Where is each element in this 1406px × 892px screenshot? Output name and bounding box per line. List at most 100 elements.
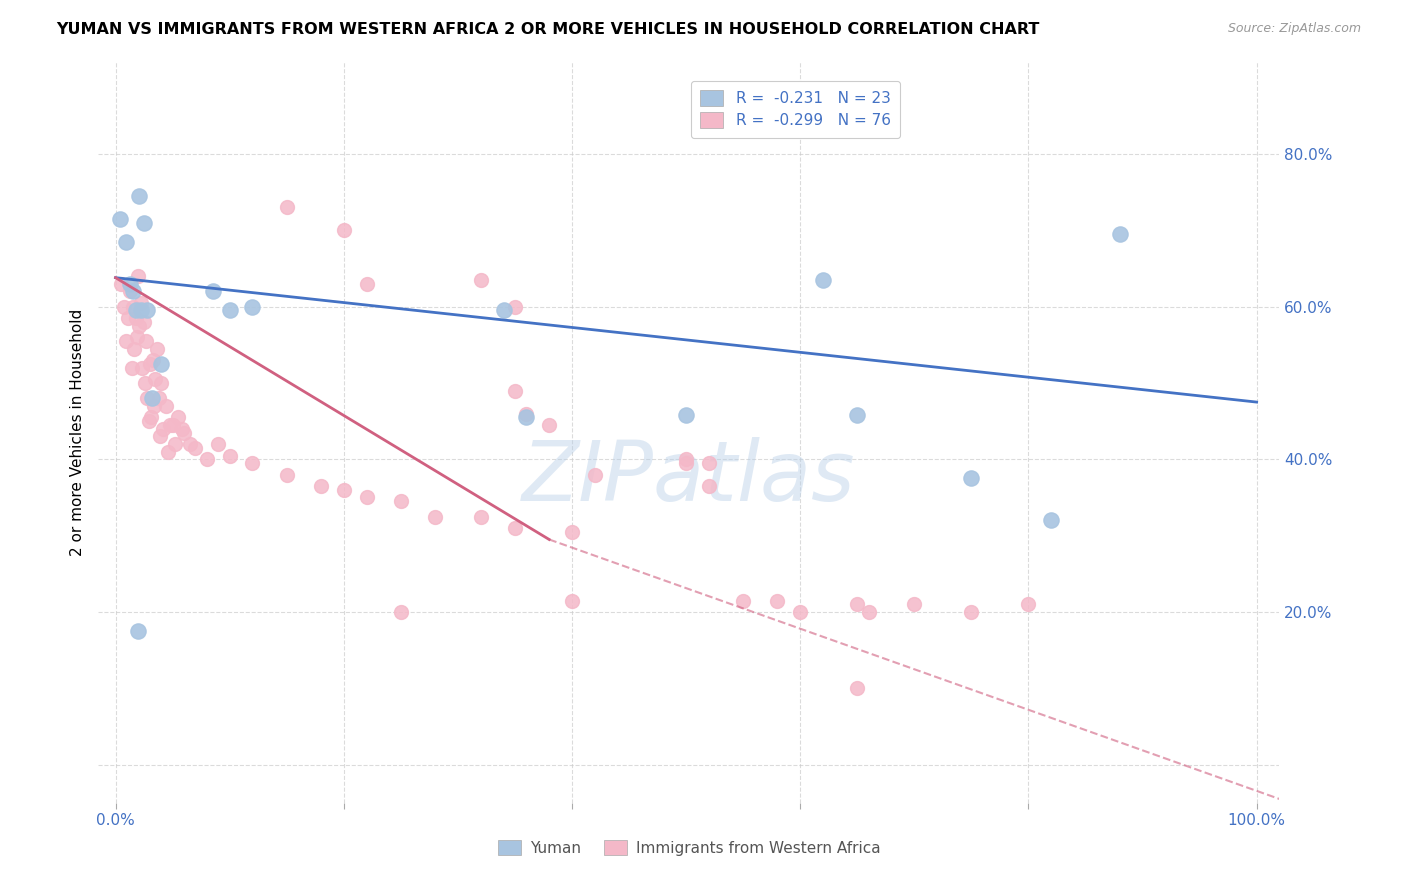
Point <box>389 605 412 619</box>
Point <box>503 384 526 398</box>
Point <box>697 479 720 493</box>
Point <box>128 189 150 203</box>
Point <box>858 605 880 619</box>
Point <box>139 357 162 371</box>
Point <box>218 303 240 318</box>
Point <box>163 437 186 451</box>
Point <box>356 277 378 291</box>
Point <box>148 391 170 405</box>
Point <box>242 456 264 470</box>
Point <box>112 300 135 314</box>
Point <box>139 410 162 425</box>
Point <box>114 334 136 348</box>
Point <box>218 449 240 463</box>
Point <box>503 300 526 314</box>
Point <box>152 422 174 436</box>
Point <box>120 277 142 291</box>
Point <box>136 303 159 318</box>
Point <box>108 211 131 226</box>
Text: YUMAN VS IMMIGRANTS FROM WESTERN AFRICA 2 OR MORE VEHICLES IN HOUSEHOLD CORRELAT: YUMAN VS IMMIGRANTS FROM WESTERN AFRICA … <box>56 22 1039 37</box>
Point <box>960 605 983 619</box>
Point <box>127 269 149 284</box>
Point <box>789 605 811 619</box>
Point <box>332 223 354 237</box>
Point <box>129 296 152 310</box>
Point <box>389 494 412 508</box>
Point <box>675 408 697 422</box>
Point <box>561 593 583 607</box>
Point <box>309 479 332 493</box>
Point <box>167 410 190 425</box>
Point <box>120 285 142 299</box>
Point <box>132 315 155 329</box>
Point <box>766 593 789 607</box>
Point <box>170 422 193 436</box>
Point <box>145 342 167 356</box>
Point <box>131 360 153 375</box>
Point <box>675 456 697 470</box>
Point <box>470 273 492 287</box>
Point <box>184 441 207 455</box>
Point <box>138 414 160 428</box>
Point <box>121 300 143 314</box>
Point <box>1017 598 1039 612</box>
Point <box>132 216 155 230</box>
Legend: Yuman, Immigrants from Western Africa: Yuman, Immigrants from Western Africa <box>492 834 886 862</box>
Point <box>149 429 172 443</box>
Point <box>1108 227 1130 242</box>
Point <box>122 342 145 356</box>
Point <box>846 681 869 696</box>
Point <box>697 456 720 470</box>
Point <box>960 471 983 485</box>
Point <box>515 410 537 425</box>
Point <box>583 467 606 482</box>
Point <box>121 360 143 375</box>
Point <box>811 273 834 287</box>
Point <box>332 483 354 497</box>
Point <box>142 353 165 368</box>
Point <box>201 285 224 299</box>
Point <box>110 277 132 291</box>
Point <box>143 399 166 413</box>
Point <box>903 598 925 612</box>
Text: Source: ZipAtlas.com: Source: ZipAtlas.com <box>1227 22 1361 36</box>
Point <box>135 334 157 348</box>
Point <box>276 201 298 215</box>
Point <box>162 417 184 432</box>
Point <box>155 399 177 413</box>
Point <box>173 425 195 440</box>
Point <box>195 452 218 467</box>
Point <box>1040 513 1063 527</box>
Point <box>136 391 159 405</box>
Point <box>159 417 181 432</box>
Point <box>127 624 149 638</box>
Point <box>561 524 583 539</box>
Point <box>125 303 148 318</box>
Point <box>515 407 537 421</box>
Point <box>150 376 173 390</box>
Point <box>733 593 755 607</box>
Point <box>121 285 143 299</box>
Point <box>356 491 378 505</box>
Point <box>503 521 526 535</box>
Point <box>150 357 173 371</box>
Point <box>846 598 869 612</box>
Point <box>492 303 515 318</box>
Point <box>242 300 264 314</box>
Point <box>179 437 201 451</box>
Point <box>125 311 148 326</box>
Point <box>129 303 152 318</box>
Point <box>127 330 149 344</box>
Point <box>141 391 163 405</box>
Point <box>846 408 869 422</box>
Point <box>470 509 492 524</box>
Point <box>538 417 561 432</box>
Point <box>128 318 150 333</box>
Point <box>276 467 298 482</box>
Point <box>145 372 167 386</box>
Text: ZIPatlas: ZIPatlas <box>522 436 856 517</box>
Y-axis label: 2 or more Vehicles in Household: 2 or more Vehicles in Household <box>70 309 86 557</box>
Point <box>157 444 180 458</box>
Point <box>134 376 156 390</box>
Point <box>117 311 139 326</box>
